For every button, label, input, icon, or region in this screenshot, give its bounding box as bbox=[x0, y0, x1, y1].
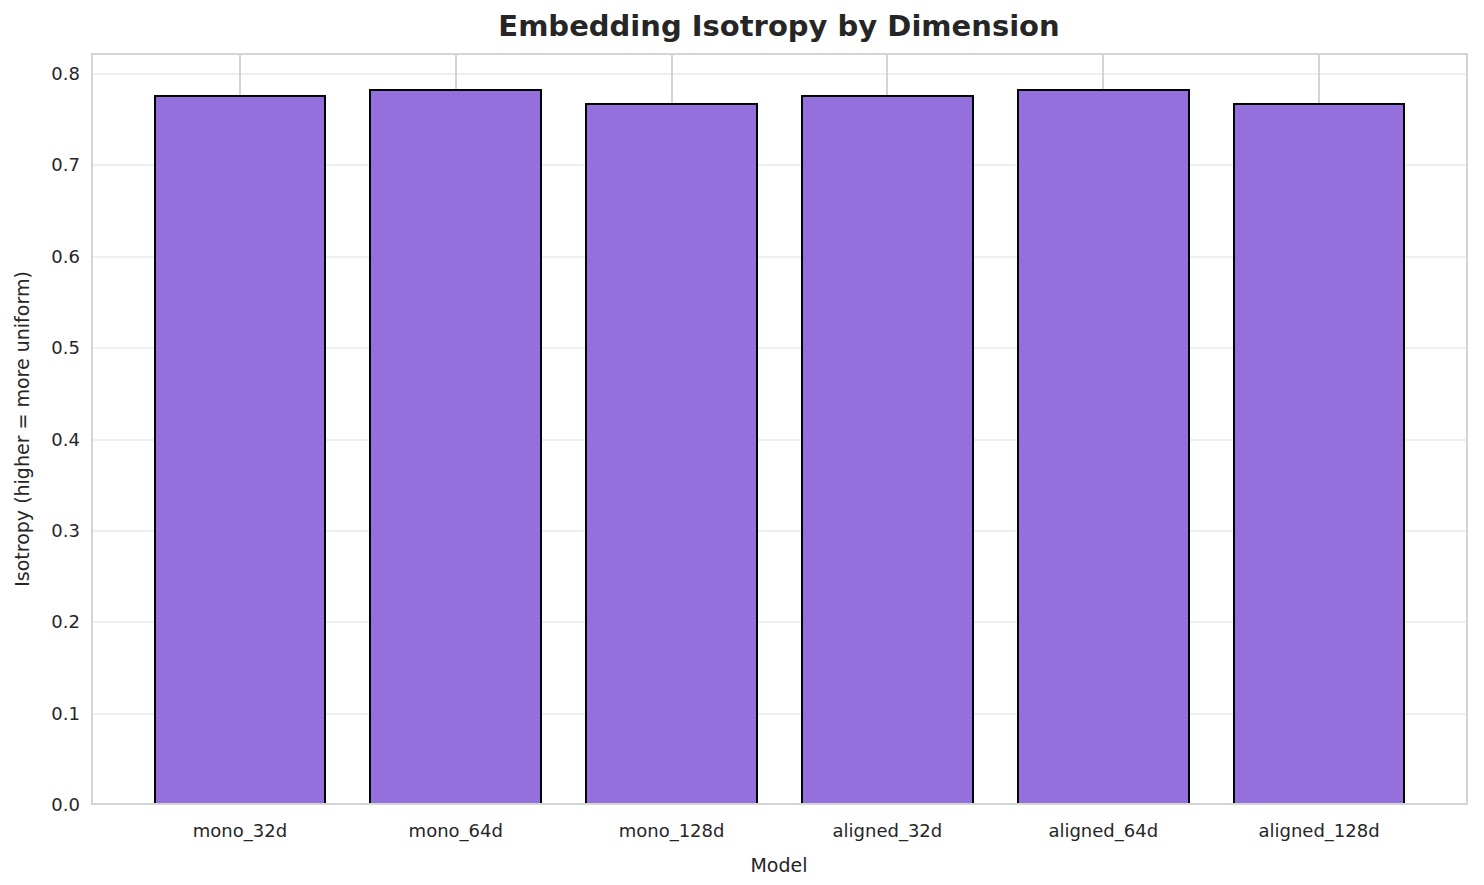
x-tick-label: aligned_64d bbox=[1048, 820, 1158, 842]
y-tick-label: 0.5 bbox=[10, 337, 80, 359]
x-tick-label: aligned_32d bbox=[833, 820, 943, 842]
bar-aligned_128d bbox=[1233, 103, 1406, 805]
y-tick-label: 0.1 bbox=[10, 703, 80, 725]
y-tick-label: 0.2 bbox=[10, 611, 80, 633]
y-tick-label: 0.6 bbox=[10, 246, 80, 268]
y-tick-label: 0.4 bbox=[10, 429, 80, 451]
x-axis-label: Model bbox=[750, 854, 807, 876]
y-tick-label: 0.8 bbox=[10, 63, 80, 85]
bar-mono_32d bbox=[154, 95, 327, 805]
x-tick-label: mono_64d bbox=[409, 820, 503, 842]
y-tick-label: 0.0 bbox=[10, 794, 80, 816]
bar-chart-figure: Embedding Isotropy by Dimension Isotropy… bbox=[0, 0, 1484, 885]
plot-area bbox=[91, 53, 1468, 805]
x-tick-label: aligned_128d bbox=[1258, 820, 1379, 842]
y-tick-label: 0.3 bbox=[10, 520, 80, 542]
bar-aligned_64d bbox=[1017, 89, 1190, 805]
x-tick-label: mono_128d bbox=[619, 820, 725, 842]
bar-mono_128d bbox=[585, 103, 758, 805]
bar-mono_64d bbox=[369, 89, 542, 805]
x-tick-label: mono_32d bbox=[193, 820, 287, 842]
chart-title: Embedding Isotropy by Dimension bbox=[498, 9, 1059, 43]
y-tick-label: 0.7 bbox=[10, 154, 80, 176]
bar-aligned_32d bbox=[801, 95, 974, 805]
h-gridline bbox=[91, 73, 1468, 75]
